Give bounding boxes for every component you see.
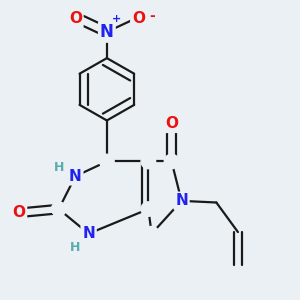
Text: H: H bbox=[54, 160, 64, 174]
Text: O: O bbox=[12, 205, 26, 220]
Circle shape bbox=[164, 154, 179, 169]
Circle shape bbox=[100, 154, 114, 169]
Text: -: - bbox=[149, 9, 155, 23]
Circle shape bbox=[52, 202, 66, 216]
Text: H: H bbox=[70, 241, 80, 254]
Circle shape bbox=[144, 226, 159, 241]
Circle shape bbox=[141, 154, 156, 169]
Text: N: N bbox=[82, 226, 95, 241]
Text: N: N bbox=[175, 194, 188, 208]
Text: O: O bbox=[132, 11, 145, 26]
Circle shape bbox=[141, 202, 156, 216]
Text: N: N bbox=[69, 169, 82, 184]
Text: N: N bbox=[100, 23, 114, 41]
Text: +: + bbox=[112, 14, 121, 24]
Text: O: O bbox=[69, 11, 82, 26]
Text: O: O bbox=[165, 116, 178, 131]
